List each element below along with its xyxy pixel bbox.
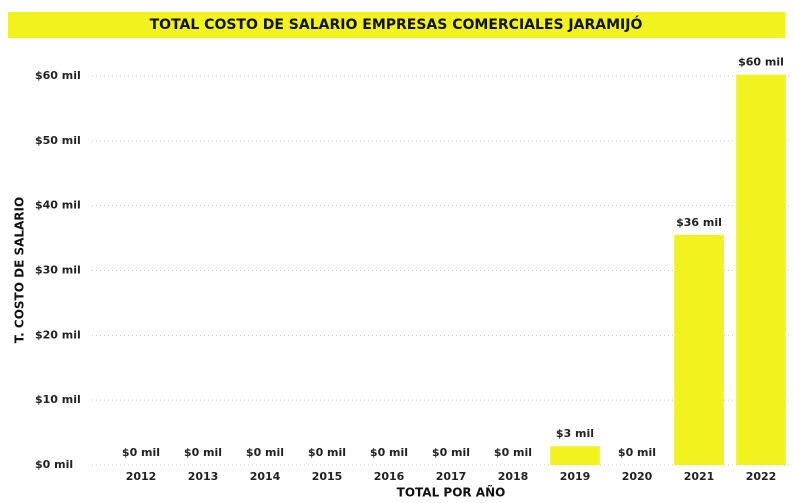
chart-title: TOTAL COSTO DE SALARIO EMPRESAS COMERCIA… [150, 15, 643, 33]
x-tick-label: 2018 [498, 470, 529, 483]
x-tick-label: 2016 [374, 470, 405, 483]
data-label: $0 mil [308, 446, 346, 459]
bar [550, 446, 600, 465]
x-tick-label: 2019 [560, 470, 591, 483]
y-tick-label: $60 mil [35, 69, 81, 82]
y-tick-label: $0 mil [35, 458, 73, 471]
data-label: $0 mil [122, 446, 160, 459]
y-tick-label: $30 mil [35, 264, 81, 277]
y-tick-label: $20 mil [35, 328, 81, 341]
x-tick-label: 2020 [622, 470, 653, 483]
data-label: $0 mil [494, 446, 532, 459]
data-label: $0 mil [618, 446, 656, 459]
x-tick-label: 2022 [746, 470, 777, 483]
y-tick-label: $50 mil [35, 134, 81, 147]
data-label: $0 mil [184, 446, 222, 459]
data-label: $36 mil [676, 216, 722, 229]
y-axis-title: T. COSTO DE SALARIO [13, 197, 27, 343]
x-axis-title: TOTAL POR AÑO [397, 485, 506, 500]
x-tick-label: 2013 [188, 470, 219, 483]
data-label: $0 mil [432, 446, 470, 459]
data-label: $60 mil [738, 56, 784, 69]
x-tick-label: 2014 [250, 470, 281, 483]
data-label: $0 mil [370, 446, 408, 459]
data-label: $0 mil [246, 446, 284, 459]
x-tick-label: 2021 [684, 470, 715, 483]
data-label: $3 mil [556, 427, 594, 440]
y-tick-label: $10 mil [35, 393, 81, 406]
x-tick-label: 2012 [126, 470, 157, 483]
y-tick-label: $40 mil [35, 199, 81, 212]
x-tick-label: 2015 [312, 470, 343, 483]
title-band [8, 12, 785, 38]
x-tick-label: 2017 [436, 470, 467, 483]
bar [674, 234, 724, 465]
bar [736, 74, 786, 465]
